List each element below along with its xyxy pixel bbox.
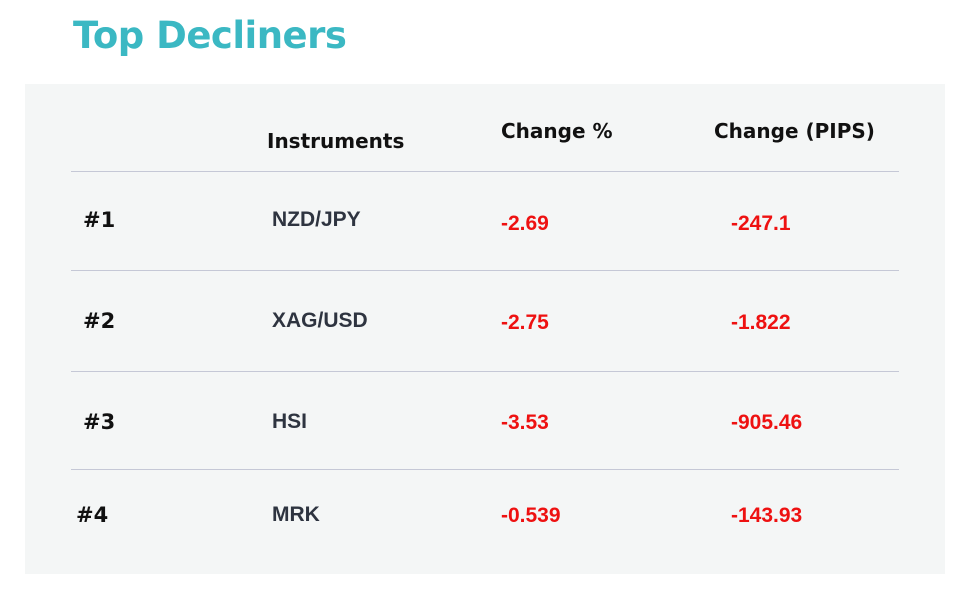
instrument: MRK [272, 503, 320, 526]
rank: #3 [83, 410, 116, 434]
column-header: Change (PIPS) [714, 119, 875, 143]
change-pips: -1.822 [731, 311, 791, 334]
change-pips: -247.1 [731, 212, 791, 235]
change-percent: -2.69 [501, 212, 549, 235]
change-percent: -0.539 [501, 504, 561, 527]
change-percent: -2.75 [501, 311, 549, 334]
instrument: NZD/JPY [272, 208, 361, 231]
column-header: Change % [501, 119, 613, 143]
title: Top Decliners [73, 14, 347, 57]
column-header: Instruments [267, 129, 405, 153]
change-pips: -143.93 [731, 504, 803, 527]
row-divider [71, 469, 899, 470]
instrument: HSI [272, 410, 308, 433]
instrument: XAG/USD [272, 309, 368, 332]
rank: #4 [76, 503, 109, 527]
row-divider [71, 171, 899, 172]
table-panel: Instruments Change % Change (PIPS) #1 NZD… [25, 84, 945, 574]
row-divider [71, 270, 899, 271]
change-pips: -905.46 [731, 411, 803, 434]
rank: #2 [83, 309, 116, 333]
row-divider [71, 371, 899, 372]
rank: #1 [83, 208, 116, 232]
change-percent: -3.53 [501, 411, 549, 434]
